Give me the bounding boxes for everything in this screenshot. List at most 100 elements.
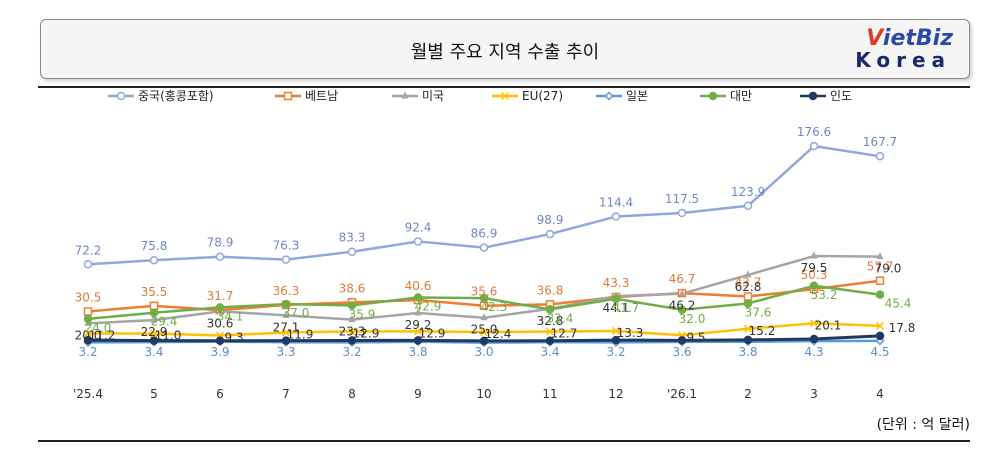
x-tick-label: 8 — [348, 387, 356, 401]
data-label: 29.2 — [405, 318, 432, 332]
title-banner: 월별 주요 지역 수출 추이 VietBiz Korea — [40, 19, 970, 79]
data-labels: 72.2 75.8 78.9 76.3 83.3 92.4 86.9 98.9 114.4 117… — [75, 125, 916, 359]
legend-marker — [500, 91, 510, 101]
data-point — [347, 247, 357, 256]
data-label: 37.6 — [745, 305, 772, 319]
data-label: 17.8 — [889, 321, 916, 335]
data-point — [83, 307, 93, 316]
data-label: 117.5 — [665, 192, 699, 206]
data-label: 72.2 — [75, 243, 102, 257]
data-label: 57.7 — [867, 260, 894, 274]
data-point — [479, 293, 489, 303]
data-point — [875, 331, 885, 341]
data-label: 32.4 — [547, 311, 574, 325]
data-label: 12.9 — [353, 326, 380, 340]
data-label: 13.3 — [617, 326, 644, 340]
data-label: 29.4 — [151, 315, 178, 329]
data-label: 3.8 — [738, 345, 757, 359]
data-label: 12.4 — [485, 327, 512, 341]
data-label: 40.6 — [405, 279, 432, 293]
top-divider — [38, 86, 970, 88]
data-label: 22.9 — [141, 325, 168, 339]
data-label: 30.6 — [207, 316, 234, 330]
data-label: 3.4 — [144, 345, 163, 359]
data-label: 20.1 — [815, 318, 842, 332]
data-label: 42.9 — [415, 299, 442, 313]
data-label: 50.3 — [801, 268, 828, 282]
data-point — [149, 329, 159, 338]
data-label: 3.9 — [210, 345, 229, 359]
data-point — [875, 321, 885, 330]
legend-marker — [283, 91, 293, 101]
chart-legend: 중국(홍콩포함) 베트남 미국 EU(27) 일본 대만 인도 — [108, 89, 852, 103]
data-point — [677, 305, 687, 315]
data-point — [149, 301, 159, 311]
data-label: 83.3 — [339, 231, 366, 245]
data-label: 35.9 — [349, 307, 376, 321]
x-tick-label: 4 — [876, 387, 884, 401]
data-point — [215, 252, 225, 261]
data-label: 44.1 — [603, 301, 630, 315]
data-label: 36.8 — [537, 283, 564, 297]
x-tick-label: '26.1 — [667, 387, 697, 401]
data-point — [743, 292, 753, 301]
data-label: 24.0 — [85, 321, 112, 335]
legend-marker — [708, 91, 718, 101]
data-label: 23.3 — [339, 325, 366, 339]
data-point — [479, 243, 489, 252]
data-label: 53.2 — [811, 288, 838, 302]
data-label: 3.0 — [474, 345, 493, 359]
legend-marker — [401, 91, 409, 99]
data-point — [810, 251, 818, 259]
data-label: 35.6 — [471, 285, 498, 299]
data-label: 3.3 — [276, 345, 295, 359]
data-label: 123.9 — [731, 185, 765, 199]
data-label: 11.2 — [89, 328, 116, 342]
logo-bottom-text: Korea — [855, 48, 951, 72]
data-point — [875, 276, 885, 285]
data-label: 37.0 — [283, 306, 310, 320]
data-label: 36.3 — [273, 284, 300, 298]
data-point — [347, 327, 357, 336]
data-point — [215, 303, 225, 312]
data-point — [149, 336, 159, 345]
legend-label: 대만 — [730, 89, 752, 103]
data-point — [479, 327, 489, 336]
data-label: 79.0 — [875, 262, 902, 276]
data-point — [83, 260, 93, 269]
data-label: 12.7 — [551, 327, 578, 341]
data-point — [347, 301, 357, 310]
data-label: 30.5 — [75, 290, 102, 304]
data-point — [677, 336, 687, 345]
x-tick-label: 10 — [476, 387, 491, 401]
data-label: 12.9 — [419, 326, 446, 340]
data-point — [149, 308, 159, 317]
data-point — [545, 229, 555, 239]
data-point — [743, 335, 753, 345]
data-label: 78.9 — [207, 236, 234, 250]
data-point — [479, 336, 489, 346]
data-label: 9.5 — [686, 330, 705, 344]
data-label: 114.4 — [599, 196, 633, 210]
data-point — [875, 151, 885, 161]
x-tick-label: 7 — [282, 387, 290, 401]
x-tick-label: 11 — [542, 387, 557, 401]
x-tick-label: 9 — [414, 387, 422, 401]
data-point — [809, 319, 819, 328]
data-label: 3.8 — [408, 345, 427, 359]
data-point — [480, 313, 488, 321]
data-label: 76.3 — [273, 239, 300, 253]
legend-marker — [604, 91, 614, 101]
data-point — [281, 336, 291, 345]
data-label: 3.6 — [672, 345, 691, 359]
data-label: 62.8 — [735, 280, 762, 294]
data-label: 34.1 — [217, 309, 244, 323]
data-point — [150, 315, 158, 323]
x-tick-label: 3 — [810, 387, 818, 401]
logo-top-text: VietBiz — [866, 26, 953, 51]
data-label: 15.2 — [749, 324, 776, 338]
data-label: 11.9 — [287, 328, 314, 342]
data-point — [413, 237, 423, 246]
data-label: 3.2 — [78, 345, 97, 359]
bottom-divider — [38, 440, 970, 442]
